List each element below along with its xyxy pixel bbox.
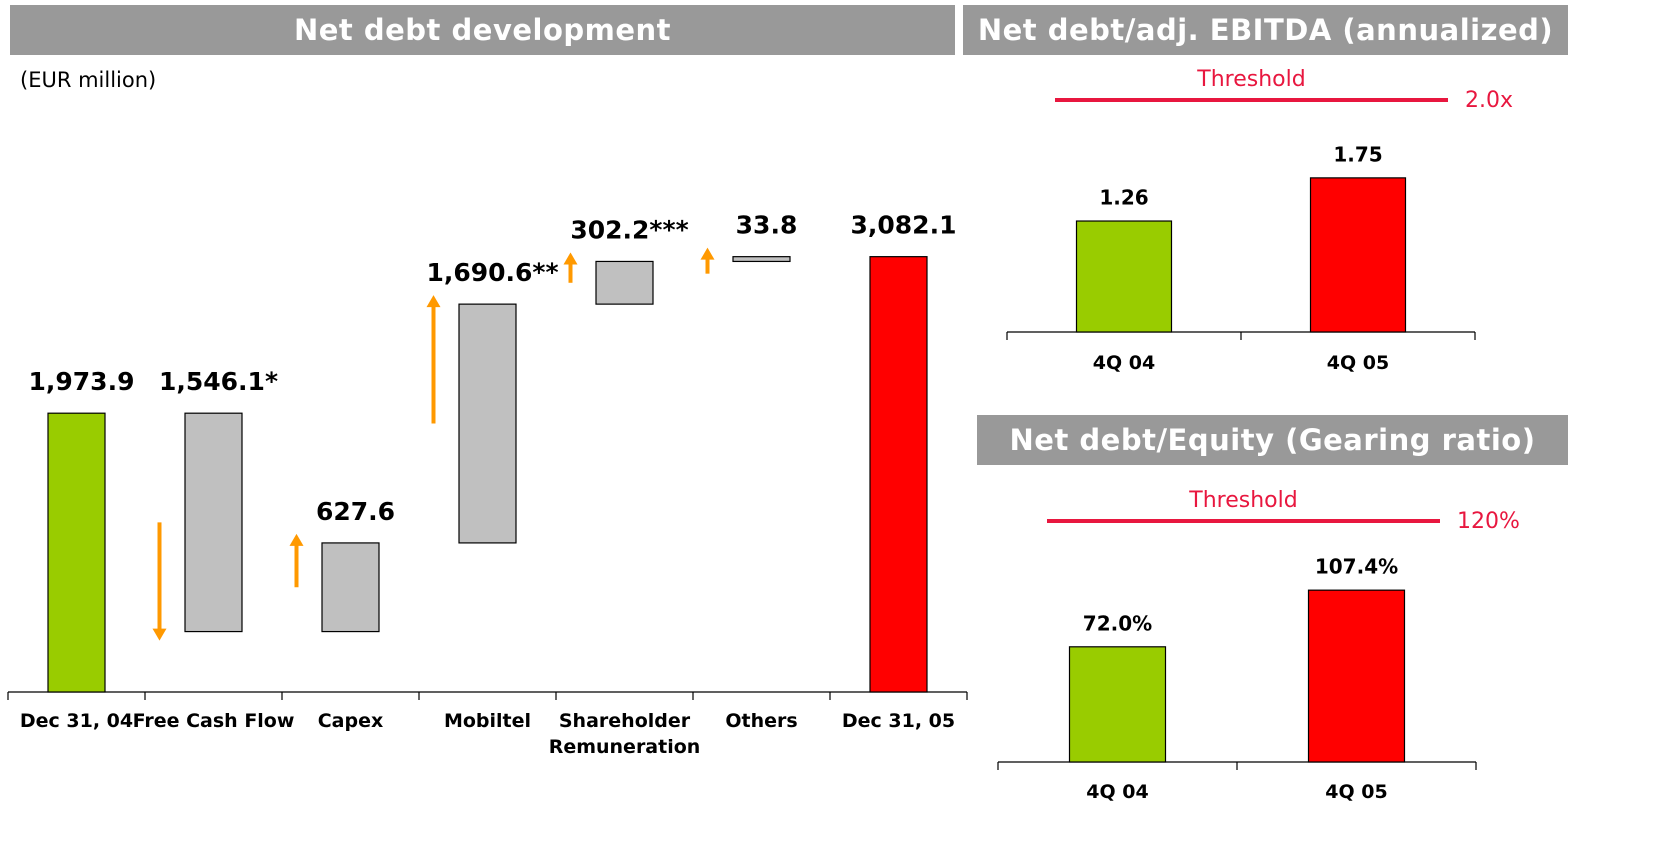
chart-title: Net debt/Equity (Gearing ratio) [977, 415, 1568, 465]
value-label: 1.26 [1099, 186, 1148, 210]
bar [595, 260, 654, 305]
arrow-head [563, 252, 578, 265]
bar [1309, 177, 1407, 333]
value-label: 302.2*** [570, 215, 688, 244]
bar [1068, 646, 1167, 763]
bar [732, 256, 791, 263]
x-tick-label: 4Q 04 [1086, 781, 1149, 803]
threshold-label: Threshold [1188, 488, 1297, 513]
x-tick-label: Free Cash Flow [132, 710, 295, 732]
bar [1307, 589, 1406, 763]
value-label: 1.75 [1333, 142, 1382, 166]
value-label: 1,690.6** [426, 258, 558, 287]
value-label: 1,546.1* [159, 367, 278, 396]
bar [47, 412, 106, 693]
bar [321, 542, 380, 633]
arrow-head [289, 533, 304, 546]
bar [458, 303, 517, 544]
bar [1075, 220, 1173, 333]
value-label: 627.6 [316, 497, 395, 526]
chart-subtitle: (EUR million) [20, 68, 157, 92]
arrow-head [426, 295, 441, 308]
value-label: 1,973.9 [29, 367, 135, 396]
chart-title: Net debt development [10, 5, 955, 55]
chart-title: Net debt/adj. EBITDA (annualized) [963, 5, 1568, 55]
x-tick-label: Others [725, 710, 798, 732]
x-tick-label: Dec 31, 05 [841, 710, 956, 732]
value-label: 72.0% [1083, 611, 1152, 635]
arrow-head [152, 628, 167, 641]
x-tick-label: Mobiltel [443, 710, 532, 732]
value-label: 3,082.1 [851, 211, 957, 240]
threshold-value: 120% [1457, 509, 1520, 534]
value-label: 107.4% [1315, 555, 1398, 579]
threshold-label: Threshold [1196, 67, 1305, 92]
x-tick-label: Dec 31, 04 [19, 710, 134, 732]
x-tick-label: Capex [317, 710, 384, 732]
arrow-head [700, 247, 715, 260]
bar [869, 256, 928, 693]
value-label: 33.8 [736, 211, 798, 240]
x-tick-label: 4Q 05 [1326, 352, 1390, 374]
x-tick-label: 4Q 05 [1325, 781, 1388, 803]
x-tick-label: Shareholder Remuneration [548, 710, 701, 758]
bar [184, 412, 243, 633]
x-tick-label: 4Q 04 [1092, 352, 1156, 374]
threshold-value: 2.0x [1465, 88, 1513, 113]
